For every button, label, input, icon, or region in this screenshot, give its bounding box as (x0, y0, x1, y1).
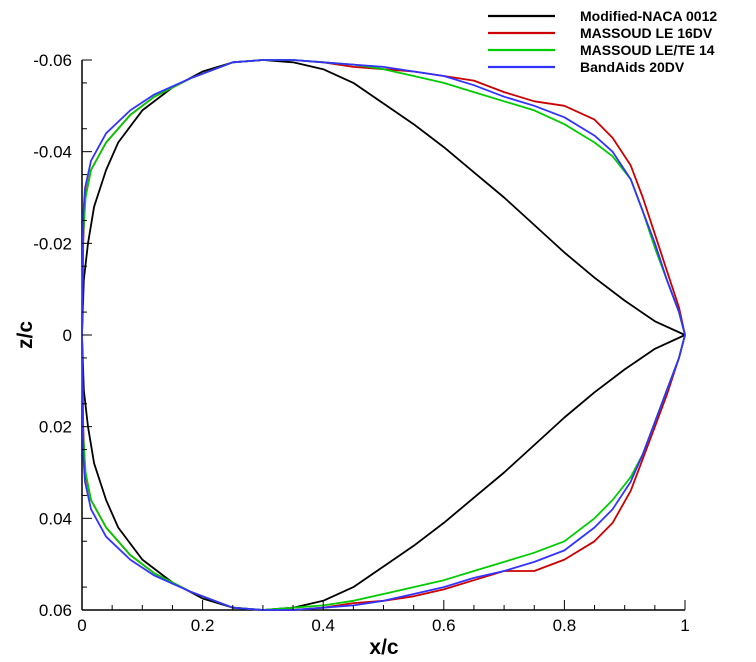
y-axis-title: z/c (14, 321, 37, 349)
y-tick-label: -0.04 (33, 143, 72, 162)
y-tick-label: 0 (63, 326, 72, 345)
x-tick-label: 0.8 (553, 616, 577, 635)
x-tick-label: 0 (77, 616, 86, 635)
series-bandaids-20dv-upper (81, 59, 686, 336)
ticks: 0 0.2 0.4 0.6 0.8 1 -0.06 -0.04 -0.02 0 0.02 0.04 0.… (33, 51, 689, 635)
series-modified-naca-0012-lower (81, 334, 686, 611)
series-massoud-le-16dv-upper (81, 59, 686, 336)
x-axis-title: x/c (369, 636, 399, 659)
series-massoud-le-te-14-lower (81, 334, 686, 611)
y-tick-label: -0.02 (33, 234, 72, 253)
series-massoud-le-16dv-lower (81, 334, 686, 611)
series-modified-naca-0012-upper (81, 59, 686, 336)
legend-label: MASSOUD LE 16DV (580, 25, 713, 41)
series-group (81, 59, 686, 611)
x-tick-label: 0.4 (311, 616, 335, 635)
legend-label: BandAids 20DV (580, 59, 685, 75)
y-tick-label: -0.06 (33, 51, 72, 70)
y-tick-label: 0.02 (39, 418, 72, 437)
x-tick-label: 0.2 (191, 616, 215, 635)
legend-label: Modified-NACA 0012 (580, 8, 717, 24)
x-tick-label: 1 (680, 616, 689, 635)
y-tick-label: 0.06 (39, 601, 72, 620)
legend-label: MASSOUD LE/TE 14 (580, 42, 715, 58)
y-tick-label: 0.04 (39, 509, 72, 528)
x-tick-label: 0.6 (432, 616, 456, 635)
series-massoud-le-te-14-upper (81, 59, 686, 336)
series-bandaids-20dv-lower (81, 334, 686, 611)
